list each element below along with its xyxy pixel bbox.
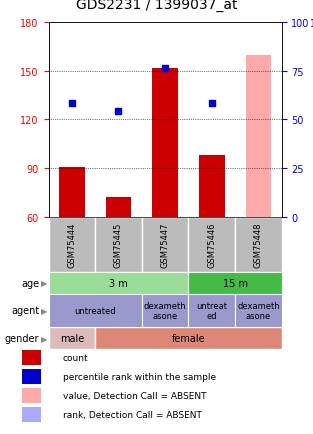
Text: 3 m: 3 m <box>109 278 128 288</box>
Text: 15 m: 15 m <box>223 278 248 288</box>
Bar <box>22 407 41 422</box>
Bar <box>235 217 282 272</box>
Text: ▶: ▶ <box>41 334 47 343</box>
Text: GDS2231 / 1399037_at: GDS2231 / 1399037_at <box>76 0 237 12</box>
Text: ▶: ▶ <box>41 279 47 288</box>
Bar <box>106 198 131 217</box>
Text: GSM75445: GSM75445 <box>114 222 123 267</box>
Text: dexameth
asone: dexameth asone <box>237 301 280 320</box>
Text: rank, Detection Call = ABSENT: rank, Detection Call = ABSENT <box>63 410 202 419</box>
Text: ▶: ▶ <box>41 306 47 315</box>
Bar <box>59 167 85 217</box>
Bar <box>22 388 41 403</box>
Text: GSM75447: GSM75447 <box>161 222 170 267</box>
Text: dexameth
asone: dexameth asone <box>144 301 187 320</box>
Y-axis label: 100%: 100% <box>310 19 313 29</box>
Bar <box>22 350 41 365</box>
Text: GSM75448: GSM75448 <box>254 222 263 267</box>
Bar <box>49 217 95 272</box>
Bar <box>142 294 188 327</box>
Text: age: age <box>21 278 39 288</box>
Bar <box>22 369 41 384</box>
Text: percentile rank within the sample: percentile rank within the sample <box>63 372 216 381</box>
Text: gender: gender <box>5 333 39 343</box>
Text: GSM75444: GSM75444 <box>67 222 76 267</box>
Bar <box>246 56 271 217</box>
Bar <box>188 294 235 327</box>
Bar <box>188 217 235 272</box>
Bar <box>49 294 142 327</box>
Bar <box>188 272 282 294</box>
Text: untreat
ed: untreat ed <box>196 301 227 320</box>
Bar <box>199 156 224 217</box>
Bar <box>152 69 178 217</box>
Text: female: female <box>172 333 205 343</box>
Text: untreated: untreated <box>74 306 116 315</box>
Text: count: count <box>63 353 88 362</box>
Text: agent: agent <box>11 306 39 316</box>
Bar <box>235 294 282 327</box>
Text: male: male <box>60 333 84 343</box>
Bar <box>142 217 188 272</box>
Bar <box>49 272 188 294</box>
Text: value, Detection Call = ABSENT: value, Detection Call = ABSENT <box>63 391 206 400</box>
Bar <box>95 327 282 349</box>
Text: GSM75446: GSM75446 <box>207 222 216 267</box>
Bar <box>95 217 142 272</box>
Bar <box>49 327 95 349</box>
